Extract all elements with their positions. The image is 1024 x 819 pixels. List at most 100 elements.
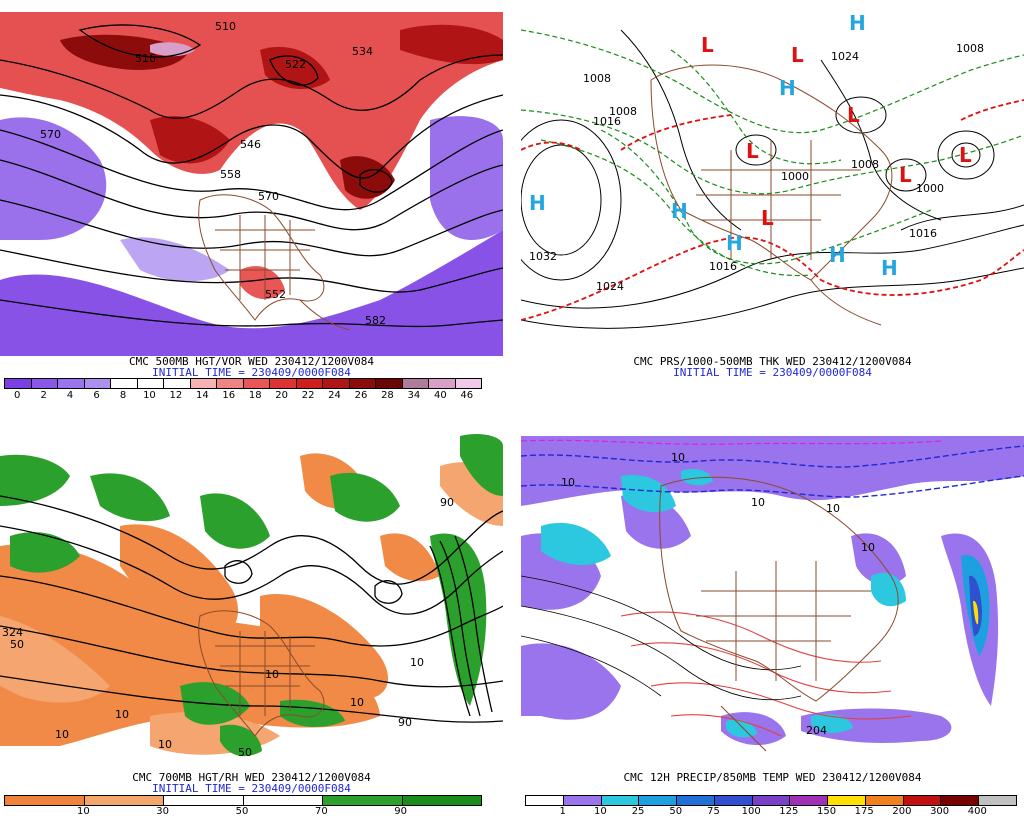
colorbar-label: 46 (460, 390, 474, 401)
colorbar-swatch (164, 796, 244, 805)
colorbar-label: 150 (816, 806, 837, 817)
colorbar-swatch (137, 379, 164, 388)
panel-title: CMC 700MB HGT/RH WED 230412/1200V084 (132, 771, 371, 784)
colorbar-label: 90 (394, 806, 408, 817)
contour-label: 10 (671, 451, 685, 464)
colorbar-label: 12 (169, 390, 183, 401)
isobar-label: 1008 (956, 42, 984, 55)
initial-time: INITIAL TIME = 230409/0000F084 (152, 366, 351, 379)
colorbar-label: 25 (631, 806, 645, 817)
high-pressure-marker: H (671, 199, 688, 223)
contour-label: 510 (215, 20, 236, 33)
colorbar-swatch (402, 796, 481, 805)
vorticity-colorbar-labels: 0 2 4 6 8 10 12 14 16 18 20 22 24 26 28 34 40 46 (4, 390, 480, 402)
low-pressure-marker: L (701, 33, 714, 57)
isobar-label: 1016 (909, 227, 937, 240)
contour-label: 522 (285, 58, 306, 71)
colorbar-swatch (31, 379, 58, 388)
precip-map: 10 10 10 10 204 10 (521, 430, 1024, 772)
colorbar-label: 6 (93, 390, 100, 401)
high-pressure-marker: H (779, 76, 796, 100)
colorbar-swatch (323, 379, 350, 388)
colorbar-label: 8 (119, 390, 127, 401)
colorbar-label: 400 (967, 806, 987, 817)
colorbar-swatch (752, 796, 791, 805)
contour-label: 558 (220, 168, 241, 181)
contour-label: 324 (2, 626, 23, 639)
colorbar-swatch (349, 379, 376, 388)
colorbar-swatch (84, 379, 111, 388)
contour-label: 90 (398, 716, 412, 729)
colorbar-label: 10 (76, 806, 90, 817)
colorbar-label: 10 (143, 390, 156, 401)
isobar-label: 1000 (781, 170, 809, 183)
contour-label: 546 (240, 138, 261, 151)
colorbar-swatch (402, 379, 429, 388)
colorbar-swatch (828, 796, 866, 805)
low-pressure-marker: L (959, 143, 972, 167)
colorbar-swatch (111, 379, 138, 388)
contour-label: 10 (55, 728, 69, 741)
isobar-label: 1008 (851, 158, 879, 171)
contour-label: 10 (861, 541, 875, 554)
panel-500mb-hgt-vor: 510 582 534 522 516 546 558 570 570 552 … (0, 0, 503, 403)
colorbar-label: 4 (66, 390, 74, 401)
isobar-label: 1032 (529, 250, 557, 263)
colorbar-label: 10 (594, 806, 607, 817)
colorbar-swatch (243, 796, 323, 805)
humidity-colorbar (4, 795, 482, 806)
colorbar-swatch (563, 796, 602, 805)
panel-title: CMC 500MB HGT/VOR WED 230412/1200V084 (128, 355, 375, 368)
colorbar-swatch (58, 379, 85, 388)
colorbar-swatch (243, 379, 270, 388)
contour-label: 10 (410, 656, 424, 669)
panel-title: CMC PRS/1000-500MB THK WED 230412/1200V0… (633, 355, 912, 368)
contour-label: 10 (751, 496, 765, 509)
colorbar-swatch (190, 379, 217, 388)
contour-label: 516 (135, 52, 156, 65)
contour-label: 570 (258, 190, 279, 203)
colorbar-label: 26 (354, 390, 368, 401)
colorbar-swatch (979, 796, 1016, 805)
colorbar-swatch (5, 796, 85, 805)
colorbar-label: 18 (248, 390, 262, 401)
colorbar-swatch (941, 796, 980, 805)
colorbar-label: 100 (741, 806, 761, 817)
colorbar-swatch (164, 379, 191, 388)
colorbar-swatch (323, 796, 403, 805)
colorbar-label: 40 (433, 390, 447, 401)
contour-label: 10 (350, 696, 364, 709)
colorbar-label: 50 (235, 806, 249, 817)
high-pressure-marker: H (881, 256, 898, 280)
high-pressure-marker: H (529, 191, 546, 215)
contour-label: 582 (365, 314, 386, 327)
colorbar-label: 30 (156, 806, 170, 817)
precip-colorbar (525, 795, 1017, 806)
colorbar-swatch (296, 379, 323, 388)
isobar-label: 1016 (709, 260, 737, 273)
low-pressure-marker: L (746, 139, 759, 163)
isobar-label: 1024 (831, 50, 859, 63)
isobar-label: 1016 (593, 115, 621, 128)
contour-label: 10 (561, 476, 575, 489)
panel-precip-850mb-temp: 10 10 10 10 204 10 CMC 12H PRECIP/850MB … (521, 416, 1024, 819)
contour-label: 552 (265, 288, 286, 301)
initial-time: INITIAL TIME = 230409/0000F084 (673, 366, 872, 379)
high-pressure-marker: H (726, 231, 743, 255)
high-pressure-marker: H (849, 11, 866, 35)
colorbar-label: 20 (275, 390, 289, 401)
isobar-label: 1008 (609, 105, 637, 118)
colorbar-swatch (270, 379, 297, 388)
colorbar-swatch (84, 796, 164, 805)
colorbar-swatch (455, 379, 481, 388)
colorbar-label: 70 (314, 806, 328, 817)
colorbar-swatch (714, 796, 753, 805)
colorbar-label: 34 (407, 390, 421, 401)
colorbar-label: 16 (222, 390, 236, 401)
isobar-label: 1024 (596, 280, 624, 293)
low-pressure-marker: L (791, 43, 804, 67)
panel-700mb-hgt-rh: 324 50 10 10 10 90 50 10 10 90 10 CMC 70… (0, 416, 503, 819)
low-pressure-marker: L (899, 163, 912, 187)
colorbar-label: 0 (14, 390, 21, 401)
colorbar-swatch (526, 796, 564, 805)
